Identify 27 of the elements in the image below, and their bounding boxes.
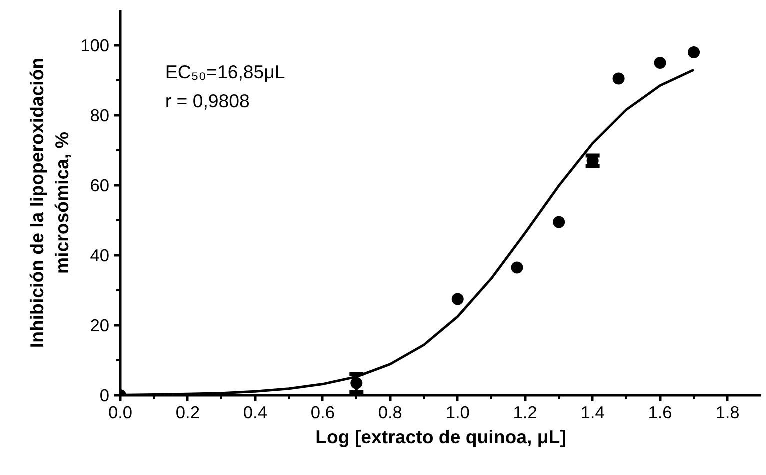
y-tick-label: 80 — [90, 106, 110, 126]
x-tick-label: 1.8 — [716, 402, 740, 422]
y-tick-label: 40 — [90, 246, 110, 266]
point — [553, 216, 566, 228]
x-tick-label: 1.4 — [580, 402, 606, 422]
x-tick-label: 0.6 — [310, 402, 335, 422]
y-tick-label: 60 — [90, 176, 110, 196]
y-axis-title: Inhibición de la lipoperoxidación microsómica, % — [26, 58, 73, 348]
point — [688, 46, 700, 58]
x-tick-label: 1.0 — [446, 402, 470, 422]
x-tick-label: 0.4 — [243, 402, 268, 422]
x-tick-label: 0.0 — [108, 402, 133, 422]
y-tick-label: 100 — [80, 36, 110, 56]
point — [350, 377, 363, 390]
point — [452, 293, 464, 306]
y-tick-label: 20 — [90, 316, 110, 336]
annotation: r = 0,9808 — [165, 90, 250, 112]
annotation: EC₅₀=16,85μL — [165, 62, 286, 83]
x-tick-label: 1.6 — [648, 402, 672, 422]
y-tick-label: 0 — [100, 386, 110, 406]
x-axis-title: Log [extracto de quinoa, μL] — [316, 426, 566, 448]
x-tick-label: 0.2 — [176, 402, 200, 422]
point — [612, 72, 625, 85]
x-tick-label: 1.2 — [513, 402, 538, 422]
point — [511, 262, 524, 274]
x-tick-label: 0.8 — [378, 402, 402, 422]
point — [654, 57, 666, 69]
